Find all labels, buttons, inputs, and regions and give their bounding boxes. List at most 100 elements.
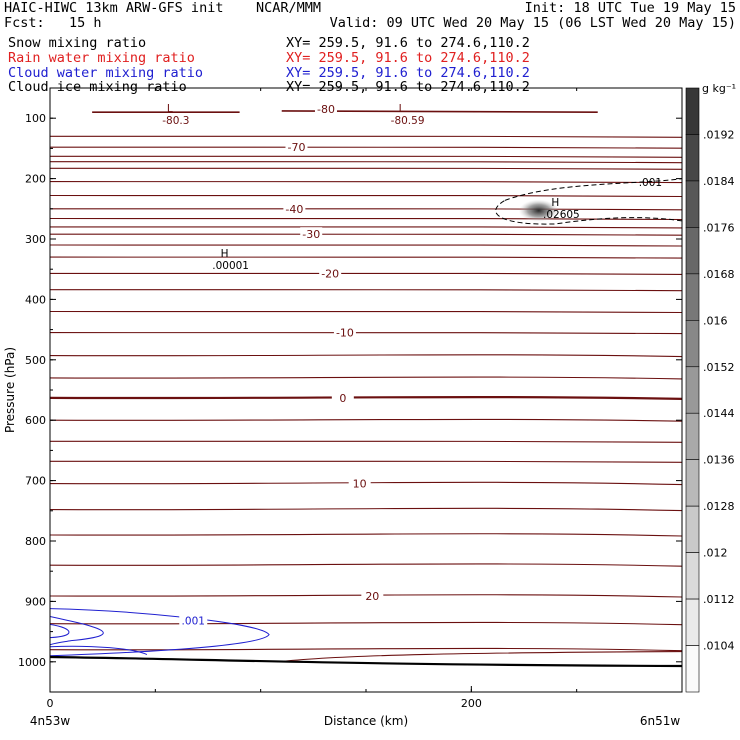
isotherm-line bbox=[49, 563, 683, 567]
colorbar-label: .0184 bbox=[703, 175, 735, 188]
colorbar-swatch bbox=[685, 598, 700, 646]
colorbar: .0192 .0184 .0176 .0168 .016 .0152 .0144 .0136.… bbox=[685, 82, 736, 693]
colorbar-swatch bbox=[685, 134, 700, 182]
isotherm-line bbox=[49, 533, 683, 537]
x-endpoint-left: 4n53w bbox=[30, 714, 71, 728]
extremum-marker: H bbox=[221, 248, 229, 260]
extremum-marker: L bbox=[167, 103, 173, 115]
y-axis-title: Pressure (hPa) bbox=[3, 347, 17, 433]
isotherm-line bbox=[49, 167, 683, 170]
x-tick-label: 0 bbox=[47, 697, 54, 710]
terrain-line bbox=[49, 655, 683, 668]
colorbar-label: .016 bbox=[703, 314, 728, 327]
colorbar-label: .0168 bbox=[703, 268, 735, 281]
isotherm-line bbox=[49, 194, 683, 198]
extremum-marker: H bbox=[551, 197, 559, 209]
cloud-water-contour-label: .001 bbox=[182, 616, 205, 628]
contour-label: -40 bbox=[285, 203, 303, 216]
colorbar-swatch bbox=[685, 459, 700, 507]
isotherm-line bbox=[49, 233, 683, 236]
isotherm-line bbox=[49, 226, 683, 229]
extremum-value: -80.59 bbox=[391, 115, 425, 127]
isotherm-line bbox=[49, 354, 683, 358]
isotherm-line bbox=[49, 272, 683, 275]
isotherm-surface bbox=[277, 650, 683, 663]
forecast-hour: Fcst: 15 h bbox=[4, 15, 102, 31]
contour-label: -20 bbox=[321, 267, 339, 280]
colorbar-swatch bbox=[685, 180, 700, 228]
isotherm-line bbox=[49, 332, 683, 335]
colorbar-label: .0192 bbox=[703, 128, 735, 141]
colorbar-unit: g kg⁻¹ bbox=[702, 82, 736, 95]
extremum-value: .00001 bbox=[212, 260, 249, 272]
colorbar-swatch bbox=[685, 227, 700, 275]
isotherm-line bbox=[49, 647, 683, 652]
contour-label: 0 bbox=[339, 392, 346, 405]
y-tick-label: 700 bbox=[25, 475, 46, 488]
x-axis-title: Distance (km) bbox=[324, 714, 408, 728]
contour-label: 10 bbox=[353, 478, 367, 491]
y-tick-label: 100 bbox=[25, 112, 46, 125]
y-tick-label: 500 bbox=[25, 354, 46, 367]
colorbar-swatch bbox=[685, 87, 700, 135]
colorbar-swatch bbox=[685, 552, 700, 600]
colorbar-swatch bbox=[685, 505, 700, 553]
cloud-water-contour bbox=[49, 616, 104, 646]
contour-label-bg bbox=[314, 102, 337, 115]
isotherm-line bbox=[49, 244, 683, 247]
isotherm-line bbox=[49, 256, 683, 259]
colorbar-label: .0112 bbox=[703, 593, 735, 606]
colorbar-label: .0144 bbox=[703, 407, 735, 420]
field-name-snow: Snow mixing ratio bbox=[8, 35, 147, 51]
valid-time: Valid: 09 UTC Wed 20 May 15 (06 LST Wed … bbox=[329, 15, 736, 31]
mixing-ratio-contours bbox=[49, 178, 683, 657]
y-tick-label: 1000 bbox=[18, 656, 46, 669]
contour-label-bg bbox=[319, 266, 342, 279]
colorbar-label: .0152 bbox=[703, 361, 735, 374]
field-xy-snow: XY= 259.5, 91.6 to 274.6,110.2 bbox=[286, 35, 530, 51]
contour-label-bg bbox=[285, 140, 308, 153]
isotherm-line bbox=[49, 507, 683, 512]
field-name-cloud-ice: Cloud ice mixing ratio bbox=[8, 79, 187, 95]
snow-shading bbox=[518, 199, 559, 222]
field-xy-cloud-water: XY= 259.5, 91.6 to 274.6,110.2 bbox=[286, 65, 530, 81]
contour-label: -10 bbox=[336, 327, 354, 340]
contour-label-bg bbox=[333, 325, 356, 338]
temperature-contours bbox=[49, 110, 683, 663]
colorbar-label: .0104 bbox=[703, 640, 735, 653]
isotherm-line bbox=[49, 395, 683, 400]
title-left: HAIC-HIWC 13km ARW-GFS init NCAR/MMM bbox=[4, 0, 321, 16]
contour-label-bg bbox=[361, 588, 384, 601]
colorbar-swatch bbox=[685, 273, 700, 321]
colorbar-swatch bbox=[685, 645, 700, 693]
isotherm-line bbox=[49, 460, 683, 463]
isotherm-line bbox=[49, 155, 683, 158]
cloud-water-label-bg bbox=[179, 614, 208, 626]
colorbar-label: .0176 bbox=[703, 221, 735, 234]
y-tick-label: 900 bbox=[25, 595, 46, 608]
y-tick-label: 600 bbox=[25, 414, 46, 427]
isotherm-line bbox=[49, 440, 683, 443]
field-name-cloud-water: Cloud water mixing ratio bbox=[8, 65, 204, 81]
cloud-water-contour bbox=[49, 645, 148, 656]
field-xy-rain: XY= 259.5, 91.6 to 274.6,110.2 bbox=[286, 50, 530, 66]
isotherm-line bbox=[49, 146, 683, 149]
plot-frame bbox=[49, 87, 683, 693]
extremum-value: -80.3 bbox=[162, 115, 189, 127]
isotherm-line bbox=[49, 418, 683, 422]
x-endpoint-right: 6n51w bbox=[640, 714, 681, 728]
isotherm-line bbox=[49, 289, 683, 292]
extremum-marker: L bbox=[399, 103, 405, 115]
y-tick-label: 400 bbox=[25, 293, 46, 306]
cloud-water-contour bbox=[49, 623, 70, 639]
contour-label-bg bbox=[283, 201, 306, 214]
cloud-water-contour bbox=[49, 608, 270, 657]
colorbar-label: .012 bbox=[703, 547, 728, 560]
isotherm-line bbox=[49, 621, 683, 626]
colorbar-swatch bbox=[685, 366, 700, 414]
y-tick-label: 200 bbox=[25, 173, 46, 186]
isotherm-line bbox=[49, 161, 683, 164]
isotherm-line bbox=[49, 217, 683, 221]
